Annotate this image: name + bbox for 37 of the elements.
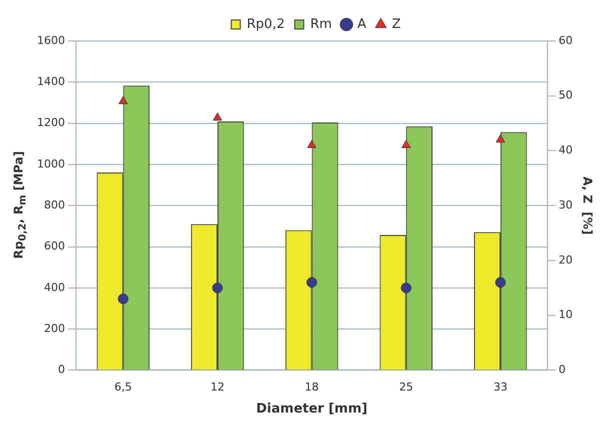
legend-label: Z	[392, 16, 401, 32]
x-tick-label: 18	[304, 380, 319, 394]
point	[212, 282, 223, 294]
point	[118, 96, 128, 104]
y-tick-label: 200	[44, 322, 65, 335]
y-tick-label: 1600	[36, 34, 65, 47]
y2-axis-title: A, Z [%]	[580, 176, 595, 235]
y2-tick-label: 40	[558, 144, 573, 157]
y-tick-label: 0	[58, 363, 65, 376]
y-tick-label: 600	[44, 240, 65, 253]
x-tick-label: 25	[399, 380, 414, 394]
y-tick-label: 800	[44, 198, 65, 212]
point	[496, 134, 506, 143]
y-tick-label: 400	[44, 280, 65, 294]
y2-tick-label: 20	[558, 253, 573, 266]
point	[402, 140, 411, 148]
legend-label: Rm	[310, 16, 332, 32]
y-tick-label: 1200	[36, 116, 65, 130]
point	[306, 277, 318, 288]
y-tick-label: 1000	[36, 157, 65, 170]
y2-tick-label: 60	[558, 34, 573, 47]
point	[118, 294, 128, 304]
point	[307, 140, 316, 148]
point	[212, 112, 222, 121]
y2-tick-label: 50	[558, 88, 573, 102]
y2-tick-label: 0	[558, 363, 566, 376]
y-tick-label: 1400	[36, 75, 65, 88]
x-tick-label: 12	[210, 380, 224, 394]
point	[495, 277, 506, 288]
y2-tick-label: 30	[558, 198, 573, 212]
x-tick-label: 6,5	[114, 380, 132, 394]
x-axis-title: Diameter [mm]	[256, 402, 368, 417]
legend-label: Rp0,2	[246, 16, 285, 32]
x-tick-label: 33	[493, 380, 508, 394]
point	[400, 282, 412, 294]
y2-tick-label: 10	[558, 308, 573, 322]
legend-label: A	[357, 16, 366, 32]
